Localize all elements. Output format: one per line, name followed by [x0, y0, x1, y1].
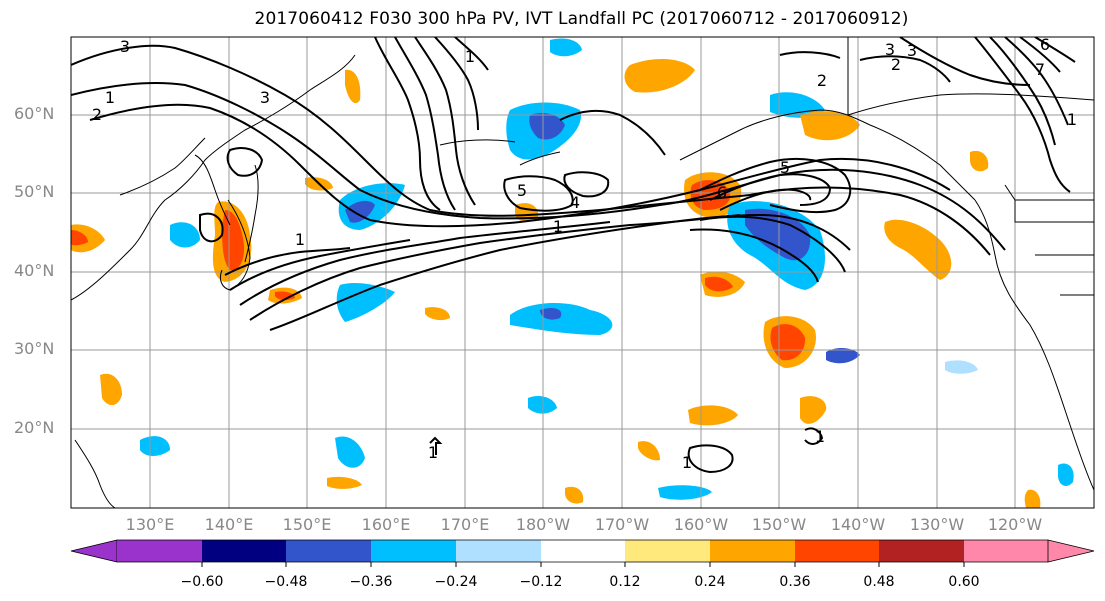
- colorbar-segment: [456, 540, 541, 562]
- map-frame: [70, 36, 1095, 509]
- lon-label: 180°W: [515, 515, 571, 534]
- lon-label: 150°E: [282, 515, 332, 534]
- contour-label: 4: [570, 193, 580, 212]
- lat-lon-grid: [71, 37, 1094, 508]
- contour-label: 2: [891, 55, 901, 74]
- colorbar-segment: [625, 540, 710, 562]
- colorbar-tick-label: −0.12: [519, 574, 563, 590]
- contour-label: 3: [907, 41, 917, 60]
- colorbar-tick-label: −0.60: [180, 574, 224, 590]
- contour-label: 6: [1040, 35, 1050, 54]
- contour-label: 1: [553, 217, 563, 236]
- lat-label: 40°N: [14, 261, 55, 280]
- lon-label: 120°W: [987, 515, 1043, 534]
- contour-label: 2: [817, 71, 827, 90]
- contour-label: 5: [780, 158, 790, 177]
- lon-label: 140°W: [830, 515, 886, 534]
- contour-label: 1: [815, 427, 825, 446]
- colorbar-segment: [286, 540, 371, 562]
- colorbar-extend-high: [1047, 539, 1095, 563]
- lon-label: 160°W: [673, 515, 729, 534]
- lon-label: 160°E: [361, 515, 411, 534]
- contour-label: 1: [1067, 110, 1077, 129]
- contour-label: 5: [517, 181, 527, 200]
- contour-label: 1: [465, 47, 475, 66]
- lon-label: 150°W: [751, 515, 807, 534]
- colorbar-segment: [795, 540, 879, 562]
- contour-label: 1: [428, 443, 438, 462]
- colorbar-tick-label: −0.24: [434, 574, 478, 590]
- contour-label: 7: [1035, 60, 1045, 79]
- lon-label: 140°E: [204, 515, 254, 534]
- pv-contours: [71, 37, 1076, 474]
- lat-label: 20°N: [14, 418, 55, 437]
- colorbar-segment: [541, 540, 625, 562]
- lon-label: 130°E: [125, 515, 175, 534]
- colorbar-tick-label: 0.12: [609, 574, 641, 590]
- colorbar-segment: [964, 540, 1048, 562]
- contour-label: 1: [682, 453, 692, 472]
- lon-label: 170°W: [594, 515, 650, 534]
- contour-label: 1: [295, 230, 305, 249]
- map-title: 2017060412 F030 300 hPa PV, IVT Landfall…: [254, 9, 909, 29]
- colorbar: [70, 539, 1095, 567]
- lat-label: 30°N: [14, 339, 55, 358]
- contour-label: 1: [105, 88, 115, 107]
- colorbar-tick-label: −0.48: [264, 574, 308, 590]
- colorbar-segment: [371, 540, 456, 562]
- lat-label: 60°N: [14, 104, 55, 123]
- lon-label: 170°E: [440, 515, 490, 534]
- contour-label: 3: [885, 40, 895, 59]
- colorbar-segment: [202, 540, 286, 562]
- colorbar-segment: [710, 540, 795, 562]
- colorbar-extend-low: [70, 539, 118, 563]
- colorbar-tick-label: −0.36: [349, 574, 393, 590]
- colorbar-tick-label: 0.60: [948, 574, 980, 590]
- colorbar-segment: [879, 540, 964, 562]
- colorbar-segment: [117, 540, 202, 562]
- colorbar-tick-label: 0.48: [863, 574, 895, 590]
- colorbar-tick-label: 0.36: [779, 574, 811, 590]
- contour-label: 2: [92, 105, 102, 124]
- lat-label: 50°N: [14, 182, 55, 201]
- contour-label: 3: [260, 88, 270, 107]
- colorbar-tick-label: 0.24: [694, 574, 726, 590]
- coastlines: [71, 37, 1094, 508]
- contour-labels: 3 1 2 3 1 5 6 4 1 2 3 5 1 2 3 6 7 1 1 1 …: [92, 35, 1077, 472]
- lon-label: 130°W: [909, 515, 965, 534]
- contour-label: 6: [717, 183, 727, 202]
- contour-label: 3: [120, 37, 130, 56]
